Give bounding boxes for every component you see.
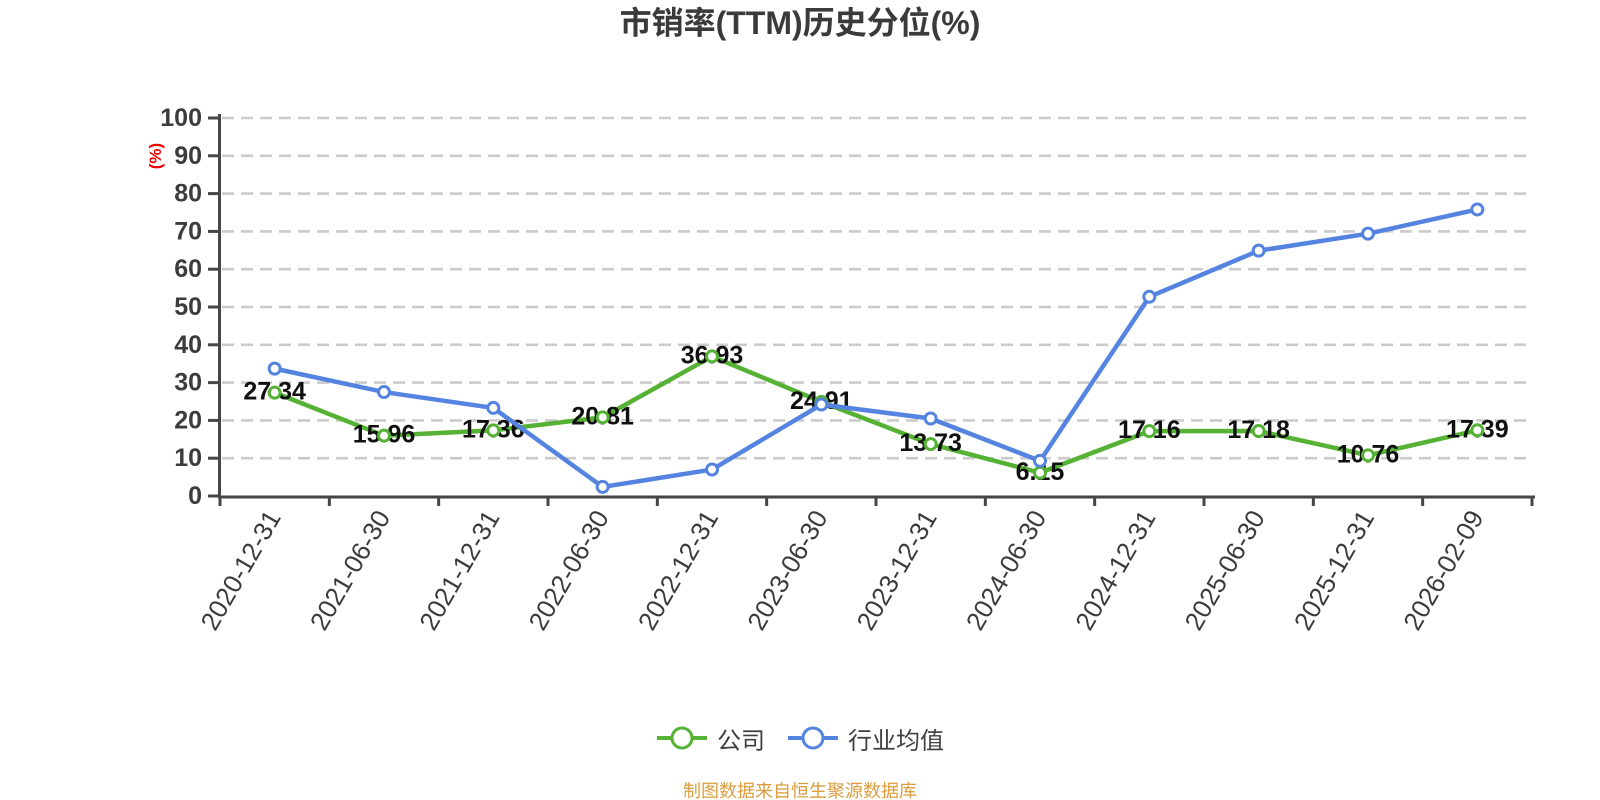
legend: 公司 行业均值 — [0, 719, 1600, 757]
company-series-line — [272, 354, 1480, 476]
company-data-point-marker — [1251, 424, 1266, 439]
y-axis-tick-label: 100 — [160, 98, 202, 134]
x-axis-tick-label: 2021-12-31 — [409, 503, 508, 637]
x-axis-tick-label: 2022-06-30 — [518, 503, 617, 637]
company-data-point-marker — [1142, 424, 1157, 439]
x-axis-tick-label: 2020-12-31 — [190, 503, 289, 637]
data-source-note: 制图数据来自恒生聚源数据库 — [683, 777, 917, 800]
industry-average-data-point-marker — [923, 411, 938, 426]
x-axis-tick-label: 2022-12-31 — [627, 503, 726, 637]
industry-average-data-point-marker — [595, 479, 610, 494]
industry-average-data-point-marker — [486, 400, 501, 415]
legend-item-company[interactable]: 公司 — [656, 721, 765, 756]
x-axis-tick-label: 2024-06-30 — [955, 503, 1054, 637]
x-axis-tick-label: 2023-06-30 — [737, 503, 836, 637]
company-data-point-marker — [267, 385, 282, 400]
x-axis-tick-label: 2025-12-31 — [1283, 503, 1382, 637]
industry-average-legend-marker — [788, 726, 838, 750]
company-data-point-marker — [1033, 465, 1047, 480]
company-data-point-marker — [1361, 448, 1375, 463]
company-legend-marker — [657, 726, 707, 750]
y-axis-tick-label: 90 — [174, 136, 202, 172]
company-data-point-marker — [705, 349, 719, 364]
y-axis-tick-label: 40 — [174, 325, 202, 361]
industry-average-data-point-marker — [1142, 289, 1157, 304]
industry-average-data-point-marker — [814, 397, 829, 412]
industry-average-data-point-marker — [705, 462, 719, 477]
y-axis-tick-label: 0 — [188, 476, 202, 512]
x-axis-tick-label: 2023-12-31 — [846, 503, 945, 637]
company-legend-circle — [670, 726, 694, 750]
company-data-point-marker — [923, 437, 938, 452]
company-legend-label: 公司 — [717, 720, 765, 756]
x-axis-tick-label: 2025-06-30 — [1174, 503, 1273, 637]
industry-average-series-line — [272, 207, 1480, 490]
x-axis-tick-label: 2026-02-09 — [1393, 503, 1492, 637]
industry-average-data-point-marker — [1033, 453, 1047, 468]
industry-average-data-point-marker — [267, 361, 282, 376]
y-axis-tick-label: 30 — [174, 363, 202, 399]
chart-title: 市销率(TTM)历史分位(%) — [619, 0, 981, 44]
y-axis-tick-label: 70 — [174, 211, 202, 247]
company-data-point-marker — [595, 410, 610, 425]
legend-item-industry-average[interactable]: 行业均值 — [787, 721, 944, 756]
industry-average-data-point-marker — [1251, 243, 1266, 258]
industry-average-data-point-marker — [1470, 202, 1485, 217]
company-data-point-marker — [486, 423, 501, 438]
company-data-point-marker — [377, 428, 391, 443]
y-axis-tick-label: 50 — [174, 287, 202, 323]
x-axis-tick-label: 2021-06-30 — [299, 503, 398, 637]
x-axis-tick-label: 2024-12-31 — [1065, 503, 1164, 637]
y-axis-tick-label: 10 — [174, 438, 202, 474]
industry-average-legend-circle — [801, 726, 825, 750]
y-axis-tick-label: 20 — [174, 400, 202, 436]
company-data-point-marker — [1470, 423, 1485, 438]
y-axis-tick-label: 80 — [174, 174, 202, 210]
industry-average-data-point-marker — [1361, 226, 1375, 241]
y-axis-tick-label: 60 — [174, 249, 202, 285]
industry-average-legend-label: 行业均值 — [848, 720, 944, 756]
industry-average-data-point-marker — [377, 385, 391, 400]
